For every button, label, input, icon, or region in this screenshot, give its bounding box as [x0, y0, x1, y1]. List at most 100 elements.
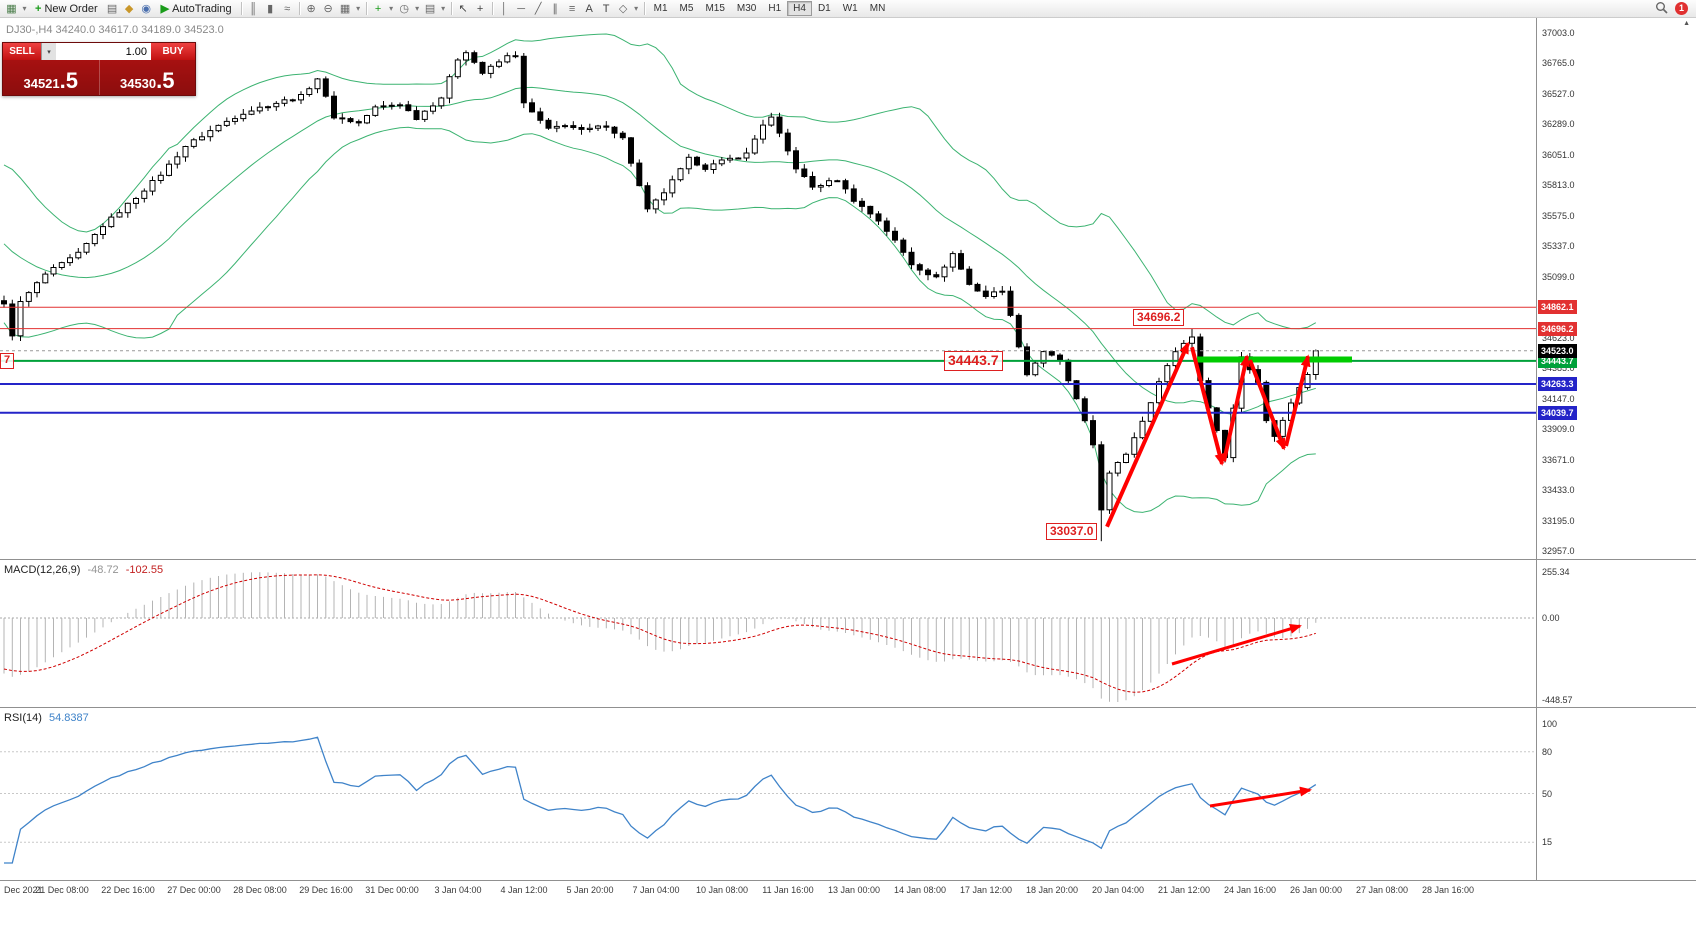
rsi-value: 54.8387: [48, 712, 89, 724]
periods-icon[interactable]: ◷: [399, 2, 409, 15]
new-chart-caret-icon[interactable]: ▾: [22, 3, 27, 13]
tile-windows-icon[interactable]: ▦: [339, 2, 351, 15]
candlestick-chart-icon[interactable]: ▮: [267, 2, 274, 15]
templates-icon[interactable]: ▤: [424, 2, 436, 15]
price-axis[interactable]: ▲ 32957.0 33195.0 33433.0 33671.0 33909.0 341…: [1537, 18, 1696, 560]
text-tool-icon[interactable]: A: [585, 2, 593, 15]
profiles-icon[interactable]: ◆: [124, 2, 134, 15]
toolbar-sep: [365, 2, 367, 15]
candlestick-chart-svg: [0, 33, 1536, 542]
rsi-axis-label: 100: [1542, 719, 1558, 729]
new-order-button-label: New Order: [44, 2, 98, 15]
annotation-price-label[interactable]: 34443.7: [944, 351, 1003, 371]
macd-axis-label: 0.00: [1542, 613, 1560, 623]
time-axis-label: 22 Dec 16:00: [101, 885, 155, 895]
price-axis-label: 34385.0: [1542, 363, 1575, 373]
rsi-axis[interactable]: 100 80 50 15: [1537, 708, 1696, 880]
chart-scroll-up-icon[interactable]: ▲: [1683, 20, 1690, 27]
shapes-caret-icon[interactable]: ▾: [634, 3, 639, 13]
symbol-info: DJ30-,H4 34240.0 34617.0 34189.0 34523.0: [6, 24, 224, 36]
zoom-out-icon[interactable]: ⊖: [323, 2, 333, 15]
timeframe-m5[interactable]: M5: [679, 3, 694, 14]
annotation-price-label[interactable]: 33037.0: [1046, 523, 1098, 540]
macd-panel[interactable]: MACD(12,26,9) -48.72 -102.55: [0, 560, 1536, 708]
indicators-icon[interactable]: +: [374, 2, 382, 15]
price-axis-label: 33195.0: [1542, 516, 1575, 526]
time-axis-separator: [0, 880, 1696, 881]
sell-price-fraction: .5: [59, 68, 78, 94]
macd-axis[interactable]: 255.34 0.00 -448.57: [1537, 560, 1696, 708]
time-axis-label: 26 Jan 00:00: [1289, 885, 1343, 895]
time-axis-label: 18 Jan 20:00: [1025, 885, 1079, 895]
time-axis-label: 17 Jan 12:00: [959, 885, 1013, 895]
annotation-price-label[interactable]: 7: [0, 353, 15, 369]
price-axis-label: 33433.0: [1542, 485, 1575, 495]
templates-caret-icon[interactable]: ▾: [441, 3, 446, 13]
rsi-splitter[interactable]: [0, 707, 1696, 708]
timeframe-m30[interactable]: M30: [736, 3, 757, 14]
sell-price[interactable]: 34521 .5: [3, 60, 99, 95]
time-axis-label: 13 Jan 00:00: [827, 885, 881, 895]
price-axis-label: 35813.0: [1542, 180, 1575, 190]
time-axis-label: Dec 2021: [4, 885, 43, 895]
new-order-button[interactable]: + New Order: [29, 1, 104, 17]
annotation-price-label[interactable]: 34696.2: [1133, 309, 1185, 326]
price-axis-label: 34623.0: [1542, 333, 1575, 343]
vertical-line-icon[interactable]: │: [500, 2, 508, 15]
zoom-in-icon[interactable]: ⊕: [306, 2, 316, 15]
price-axis-label: 36527.0: [1542, 89, 1575, 99]
search-icon[interactable]: [1653, 1, 1670, 17]
notification-badge[interactable]: 1: [1675, 2, 1688, 15]
new-chart-icon[interactable]: ▦: [6, 2, 17, 15]
tile-windows-caret-icon[interactable]: ▾: [356, 3, 361, 13]
macd-chart-svg: [0, 572, 1536, 702]
price-axis-label: 33909.0: [1542, 424, 1575, 434]
alerts-icon[interactable]: ◉: [141, 2, 151, 15]
label-tool-icon[interactable]: T: [602, 2, 610, 15]
time-axis[interactable]: Dec 2021 21 Dec 08:00 22 Dec 16:00 27 Dec 0…: [0, 881, 1696, 901]
rsi-panel[interactable]: RSI(14) 54.8387: [0, 708, 1536, 880]
bars-chart-icon[interactable]: ║: [249, 2, 258, 15]
time-axis-label: 10 Jan 08:00: [695, 885, 749, 895]
price-axis-label: 37003.0: [1542, 28, 1575, 38]
new-order-button-icon: +: [35, 2, 42, 15]
buy-button[interactable]: BUY: [151, 43, 195, 60]
rsi-axis-label: 80: [1542, 747, 1553, 757]
timeframe-w1[interactable]: W1: [842, 3, 858, 14]
price-axis-label: 35337.0: [1542, 241, 1575, 251]
market-watch-icon[interactable]: ▤: [106, 2, 118, 15]
channel-icon[interactable]: ∥: [552, 2, 558, 15]
periods-caret-icon[interactable]: ▾: [415, 3, 420, 13]
line-chart-icon[interactable]: ≈: [284, 2, 291, 15]
one-click-trading-panel: SELL ▾ BUY 34521 .5 34530 .5: [2, 42, 196, 96]
price-level-box: 34039.7: [1538, 406, 1577, 420]
cursor-icon[interactable]: ↖: [458, 2, 468, 15]
timeframe-h1[interactable]: H1: [768, 3, 782, 14]
volume-stepper[interactable]: ▾: [41, 43, 56, 60]
fibonacci-icon[interactable]: ≡: [568, 2, 576, 15]
crosshair-icon[interactable]: +: [476, 2, 484, 15]
autotrading-button[interactable]: ▶ AutoTrading: [155, 1, 238, 17]
shapes-icon[interactable]: ◇: [618, 2, 628, 15]
timeframe-h4[interactable]: H4: [787, 1, 812, 16]
time-axis-label: 20 Jan 04:00: [1091, 885, 1145, 895]
indicators-caret-icon[interactable]: ▾: [389, 3, 394, 13]
timeframe-mn[interactable]: MN: [869, 3, 886, 14]
sell-button[interactable]: SELL: [3, 43, 41, 60]
time-axis-label: 27 Jan 08:00: [1355, 885, 1409, 895]
buy-price[interactable]: 34530 .5: [100, 60, 196, 95]
price-level-box: 34523.0: [1538, 344, 1577, 358]
time-axis-label: 7 Jan 04:00: [632, 885, 680, 895]
main-chart[interactable]: DJ30-,H4 34240.0 34617.0 34189.0 34523.0…: [0, 18, 1536, 560]
price-axis-label: 36289.0: [1542, 119, 1575, 129]
macd-signal-value: -102.55: [125, 564, 164, 576]
trendline-icon[interactable]: ╱: [534, 2, 542, 15]
timeframe-m1[interactable]: M1: [653, 3, 668, 14]
horizontal-line-icon[interactable]: ─: [517, 2, 526, 15]
autotrading-button-label: AutoTrading: [172, 2, 232, 15]
macd-splitter[interactable]: [0, 559, 1696, 560]
price-level-box: 34696.2: [1538, 322, 1577, 336]
timeframe-m15[interactable]: M15: [705, 3, 725, 14]
volume-input[interactable]: [56, 43, 151, 60]
timeframe-d1[interactable]: D1: [817, 3, 831, 14]
